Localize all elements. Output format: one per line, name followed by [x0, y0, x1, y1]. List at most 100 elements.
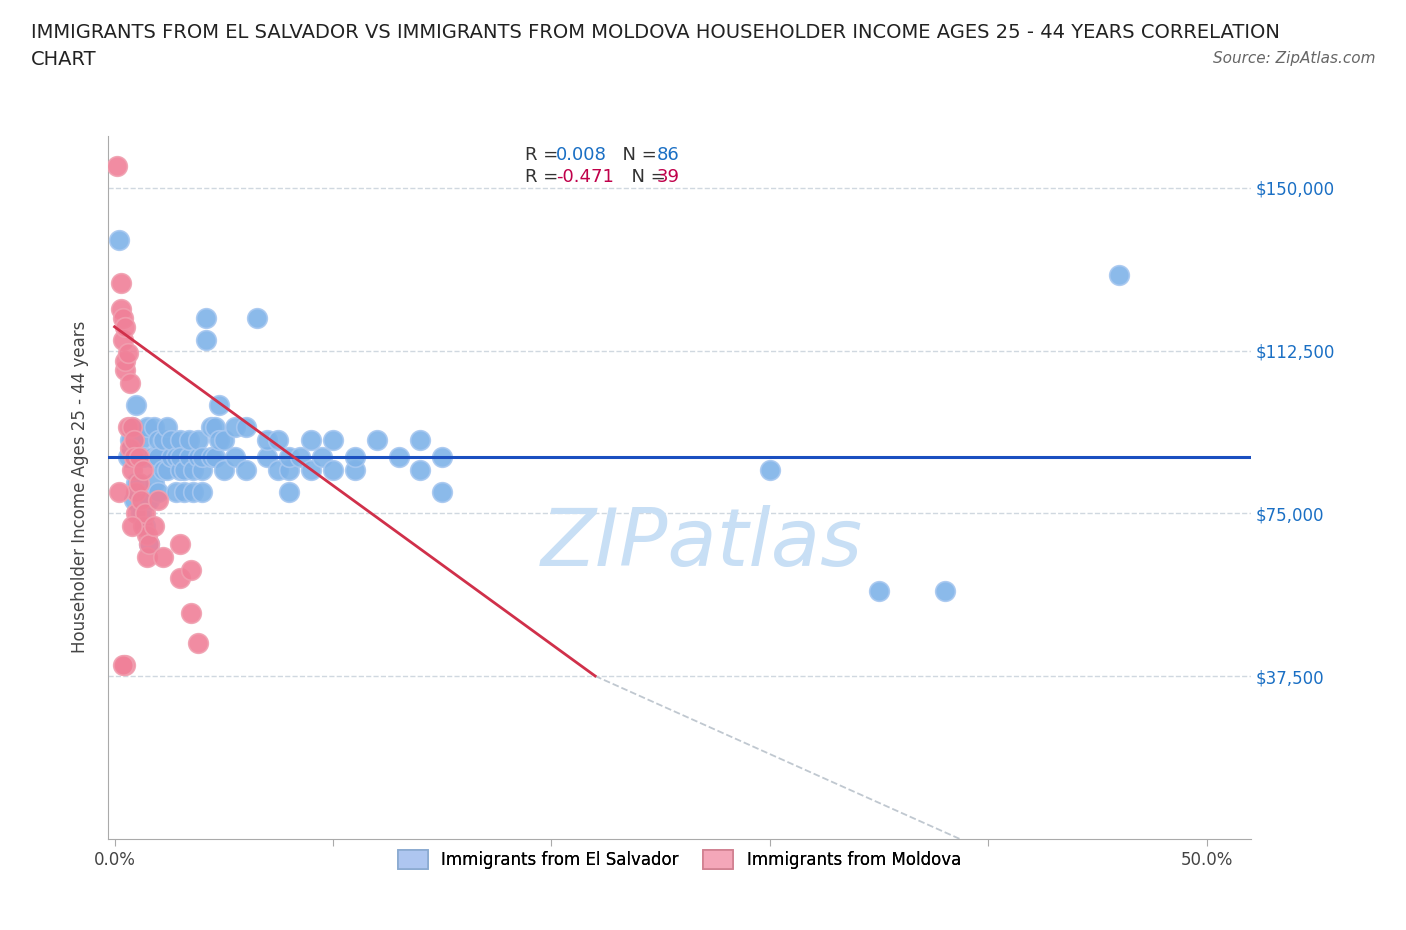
- Y-axis label: Householder Income Ages 25 - 44 years: Householder Income Ages 25 - 44 years: [72, 321, 89, 654]
- Point: [208, 432, 231, 447]
- Point: [110, 276, 132, 291]
- Point: [181, 462, 204, 477]
- Text: -0.471: -0.471: [555, 167, 614, 186]
- Point: [173, 485, 195, 499]
- Point: [169, 462, 191, 477]
- Point: [125, 475, 148, 490]
- Point: [136, 419, 159, 434]
- Text: N =: N =: [620, 167, 671, 186]
- Point: [200, 449, 222, 464]
- Point: [224, 419, 246, 434]
- Point: [1108, 267, 1130, 282]
- Point: [267, 432, 290, 447]
- Text: 86: 86: [657, 147, 679, 165]
- Legend: Immigrants from El Salvador, Immigrants from Moldova: Immigrants from El Salvador, Immigrants …: [391, 844, 967, 876]
- Point: [181, 485, 204, 499]
- Point: [129, 493, 152, 508]
- Point: [114, 319, 136, 334]
- Point: [191, 462, 214, 477]
- Point: [169, 449, 191, 464]
- Point: [343, 449, 366, 464]
- Point: [114, 658, 136, 672]
- Point: [432, 485, 454, 499]
- Point: [177, 432, 200, 447]
- Point: [187, 636, 209, 651]
- Text: 0.008: 0.008: [555, 147, 607, 165]
- Text: R =: R =: [524, 167, 564, 186]
- Point: [122, 493, 145, 508]
- Point: [290, 449, 312, 464]
- Point: [169, 432, 191, 447]
- Point: [195, 311, 218, 325]
- Point: [112, 311, 135, 325]
- Point: [125, 397, 148, 412]
- Point: [191, 449, 214, 464]
- Point: [125, 506, 148, 521]
- Point: [165, 485, 187, 499]
- Point: [169, 537, 191, 551]
- Point: [121, 419, 143, 434]
- Point: [173, 462, 195, 477]
- Point: [132, 449, 155, 464]
- Point: [160, 449, 183, 464]
- Point: [278, 485, 301, 499]
- Point: [343, 462, 366, 477]
- Point: [117, 345, 139, 360]
- Point: [138, 493, 160, 508]
- Point: [105, 159, 128, 174]
- Point: [152, 432, 174, 447]
- Point: [235, 419, 257, 434]
- Text: R =: R =: [524, 147, 564, 165]
- Point: [138, 537, 160, 551]
- Point: [409, 462, 432, 477]
- Point: [134, 506, 156, 521]
- Point: [868, 584, 890, 599]
- Point: [118, 376, 141, 391]
- Text: IMMIGRANTS FROM EL SALVADOR VS IMMIGRANTS FROM MOLDOVA HOUSEHOLDER INCOME AGES 2: IMMIGRANTS FROM EL SALVADOR VS IMMIGRANT…: [31, 23, 1279, 69]
- Point: [278, 462, 301, 477]
- Point: [200, 419, 222, 434]
- Point: [132, 519, 155, 534]
- Point: [160, 432, 183, 447]
- Point: [112, 332, 135, 347]
- Point: [156, 462, 179, 477]
- Point: [187, 432, 209, 447]
- Point: [129, 432, 152, 447]
- Point: [148, 493, 170, 508]
- Point: [387, 449, 409, 464]
- Point: [122, 449, 145, 464]
- Point: [366, 432, 388, 447]
- Point: [256, 449, 278, 464]
- Point: [136, 527, 159, 542]
- Point: [165, 449, 187, 464]
- Point: [409, 432, 432, 447]
- Point: [142, 419, 165, 434]
- Point: [204, 419, 226, 434]
- Point: [142, 475, 165, 490]
- Point: [141, 449, 163, 464]
- Point: [148, 432, 170, 447]
- Point: [759, 462, 782, 477]
- Point: [195, 332, 218, 347]
- Point: [245, 311, 267, 325]
- Point: [212, 432, 235, 447]
- Point: [322, 462, 344, 477]
- Point: [108, 485, 131, 499]
- Point: [118, 441, 141, 456]
- Point: [145, 449, 167, 464]
- Point: [191, 485, 214, 499]
- Point: [121, 419, 143, 434]
- Point: [114, 363, 136, 378]
- Point: [177, 449, 200, 464]
- Text: Source: ZipAtlas.com: Source: ZipAtlas.com: [1212, 51, 1375, 66]
- Point: [125, 485, 148, 499]
- Point: [169, 571, 191, 586]
- Point: [235, 462, 257, 477]
- Point: [134, 519, 156, 534]
- Point: [128, 449, 150, 464]
- Point: [128, 475, 150, 490]
- Point: [138, 537, 160, 551]
- Point: [212, 462, 235, 477]
- Point: [117, 419, 139, 434]
- Point: [128, 449, 150, 464]
